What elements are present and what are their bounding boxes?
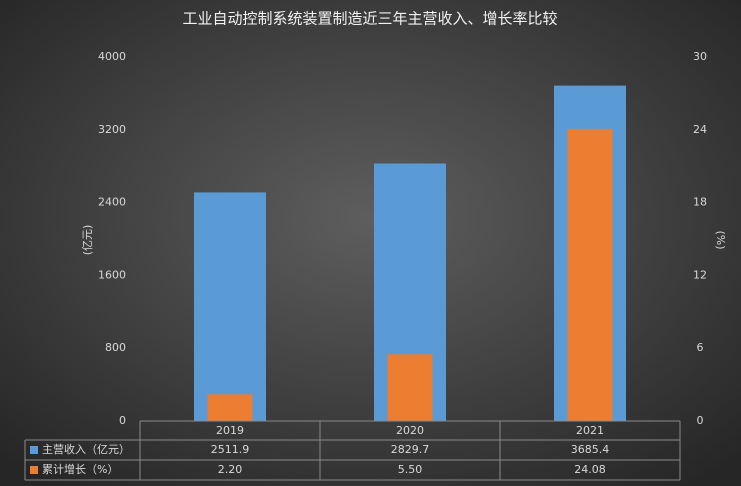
y2-axis-label: (%) [714,230,727,249]
x-tick-label: 2020 [396,424,424,437]
y-tick-label: 1600 [98,268,126,281]
y2-tick-label: 30 [693,50,707,63]
table-value: 3685.4 [571,443,610,456]
table-value: 2829.7 [391,443,430,456]
y2-tick-label: 24 [693,123,707,136]
y-axis-label: (亿元) [81,225,94,256]
y2-tick-label: 6 [697,341,704,354]
x-tick-label: 2019 [216,424,244,437]
y2-tick-label: 18 [693,196,707,209]
table-value: 5.50 [398,463,423,476]
y-tick-label: 0 [119,414,126,427]
x-tick-label: 2021 [576,424,604,437]
chart-title: 工业自动控制系统装置制造近三年主营收入、增长率比较 [182,10,557,28]
bar [207,394,253,421]
bar [194,192,266,421]
legend-swatch [30,466,38,474]
y2-tick-label: 12 [693,268,707,281]
legend-swatch [30,446,38,454]
y-tick-label: 4000 [98,50,126,63]
legend-label: 累计增长（%） [42,462,118,476]
bar [567,128,613,421]
table-value: 2.20 [218,463,243,476]
bar [387,354,433,421]
table-value: 2511.9 [211,443,250,456]
y-tick-label: 800 [105,341,126,354]
y2-tick-label: 0 [697,414,704,427]
table-value: 24.08 [574,463,606,476]
y-tick-label: 2400 [98,196,126,209]
legend-label: 主营收入（亿元） [42,442,130,456]
y-tick-label: 3200 [98,123,126,136]
